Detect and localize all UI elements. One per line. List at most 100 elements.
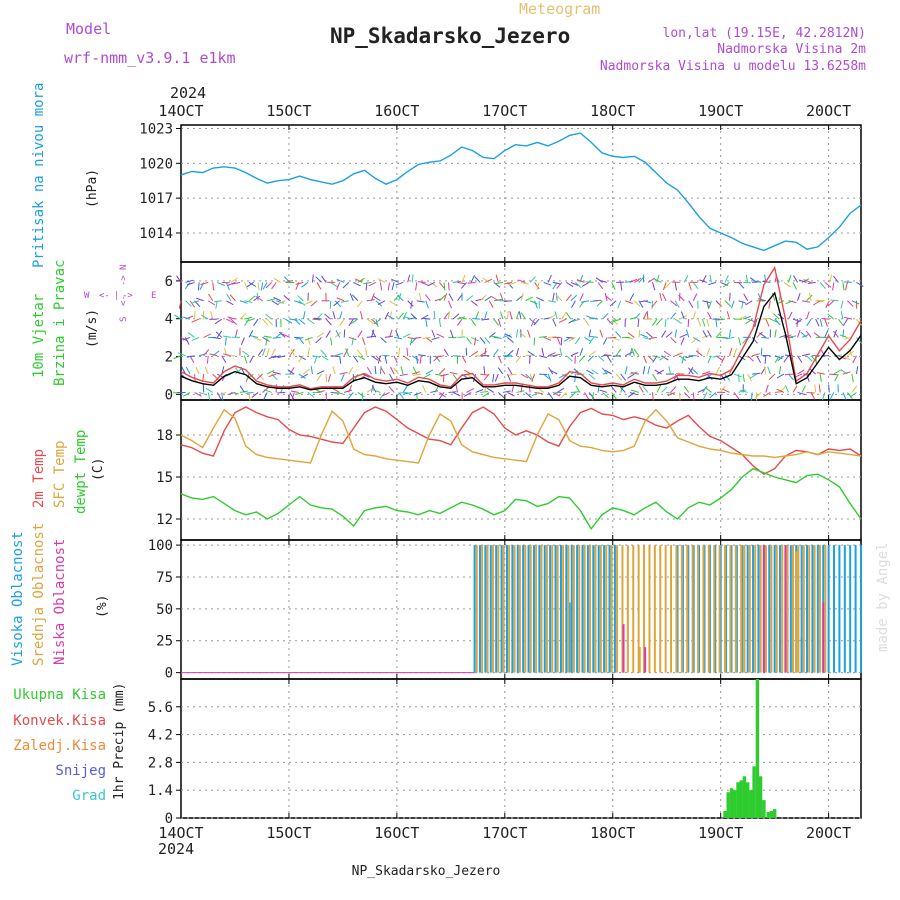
wind-arrow [629, 293, 635, 301]
wind-arrow [497, 355, 502, 364]
wind-arrow [486, 387, 495, 393]
wind-arrow [733, 348, 738, 356]
temp-ylabel-unit: (C) [91, 458, 106, 481]
wind-arrow [533, 337, 536, 346]
wind-arrow [413, 336, 422, 339]
wind-arrow [289, 348, 295, 357]
wind-arrow [377, 278, 386, 283]
wind-arrow [604, 292, 608, 301]
wind-arrow [243, 355, 248, 364]
wind-arrow [227, 316, 236, 320]
wind-arrow [239, 300, 248, 304]
wind-arrow [603, 354, 612, 357]
wind-arrow [248, 330, 254, 338]
wind-arrow [642, 311, 648, 320]
wind-arrow [268, 355, 277, 360]
wind-arrow [779, 386, 786, 393]
wind-arrow [806, 318, 812, 327]
wind-arrow [357, 300, 363, 308]
wind-arrow [763, 366, 767, 375]
wind-arrow [596, 300, 603, 307]
wind-arrow [688, 282, 692, 291]
wind-arrow [599, 279, 608, 283]
wind-arrow [548, 336, 557, 338]
wind-arrow [661, 355, 669, 361]
wind-arrow [325, 318, 332, 326]
cloud-ylabel-unit: (%) [95, 595, 110, 618]
wind-arrow [851, 385, 858, 393]
wind-arrow [680, 337, 685, 345]
wind-arrow [738, 282, 745, 289]
wind-arrow [726, 311, 731, 320]
y-tick-label: 1014 [139, 226, 173, 242]
wind-arrow [221, 355, 227, 363]
wind-arrow [246, 282, 254, 288]
wind-arrow [457, 294, 463, 302]
wind-arrow [335, 391, 344, 395]
wind-arrow [267, 298, 276, 302]
wind-arrow [520, 292, 524, 301]
wind-arrow [216, 392, 222, 400]
wind-arrow [601, 367, 608, 375]
wind-arrow [176, 275, 182, 283]
wind-arrow [493, 348, 499, 357]
wind-arrow [574, 374, 576, 383]
precip-bar [739, 780, 743, 818]
wind-arrow [177, 352, 186, 357]
wind-arrow [363, 281, 372, 285]
wind-arrow [339, 318, 345, 326]
precip-bar [749, 790, 753, 818]
wind-arrow [588, 373, 596, 380]
precip-bar [742, 776, 747, 818]
wind-arrow [431, 336, 440, 340]
cloud-ylabel-low: Niska Oblacnost [52, 539, 68, 665]
wind-arrow [615, 331, 622, 338]
wind-arrow [339, 355, 342, 364]
wind-arrow [245, 318, 254, 322]
wind-arrow [195, 366, 200, 375]
wind-arrow [702, 300, 711, 304]
wind-arrow [856, 318, 862, 326]
wind-arrow [686, 329, 690, 338]
wind-arrow [591, 369, 599, 375]
wind-arrow [586, 315, 594, 320]
wind-arrow [404, 391, 413, 395]
wind-arrow [743, 293, 749, 302]
wind-arrow [670, 337, 677, 344]
wind-arrow [466, 388, 474, 393]
wind-arrow [497, 318, 502, 327]
wind-arrow [709, 274, 712, 283]
wind-arrow [273, 277, 281, 283]
precip-bar [733, 790, 737, 818]
wind-arrow [332, 311, 336, 320]
wind-arrow [556, 337, 561, 345]
wind-arrow [726, 336, 735, 340]
wind-arrow [534, 282, 540, 290]
wind-arrow [602, 337, 608, 345]
wind-arrow [747, 373, 752, 382]
wind-arrow [371, 385, 377, 393]
wind-arrow [520, 312, 526, 320]
wind-arrow [649, 336, 658, 339]
wind-arrow [302, 311, 306, 320]
compass-right-arrow: -> [122, 291, 133, 301]
y-tick-label: 6 [165, 274, 173, 290]
wind-arrow [395, 329, 400, 338]
wind-arrow [479, 350, 488, 357]
wind-arrow [662, 293, 667, 301]
wind-arrow [466, 295, 474, 302]
wind-arrow [293, 318, 301, 325]
wind-arrow [590, 335, 599, 338]
wind-arrow [295, 336, 304, 340]
wind-arrow [371, 330, 377, 338]
wind-arrow [525, 373, 532, 380]
wind-arrow [461, 355, 467, 364]
wind-arrow [443, 348, 449, 357]
wind-arrow [818, 384, 821, 393]
wind-arrow [402, 333, 411, 338]
wind-arrow [801, 385, 807, 393]
wind-arrow [377, 300, 386, 306]
wind-arrow [774, 329, 777, 338]
wind-arrow [384, 355, 388, 364]
